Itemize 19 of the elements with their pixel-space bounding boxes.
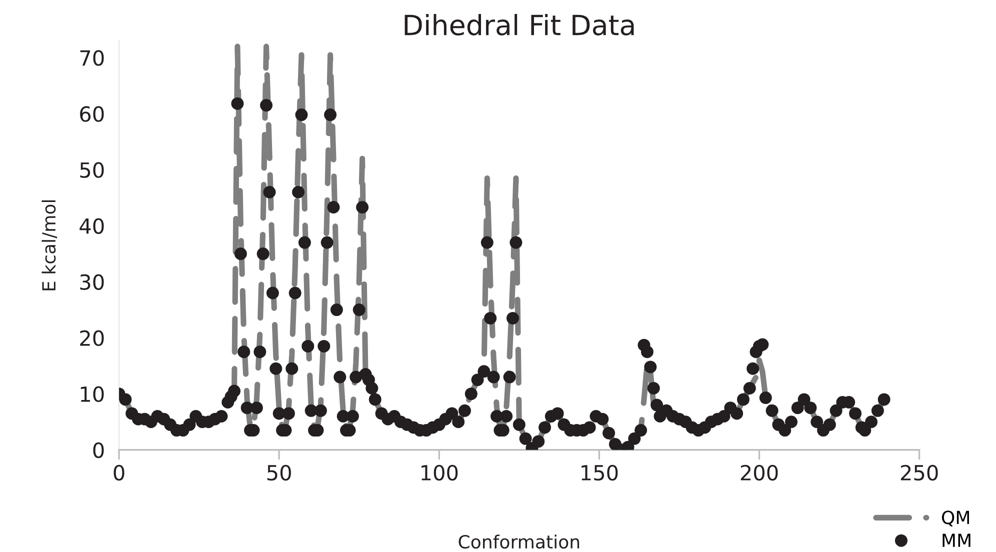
y-tick-label: 20 [80,330,104,346]
legend-label: QM [942,510,969,526]
y-axis-title: E kcal/mol [42,200,58,290]
x-tick-label: 100 [422,464,458,481]
x-tick-label: 0 [114,464,124,481]
y-tick-label: 0 [93,442,104,458]
chart-title: Dihedral Fit Data [404,14,634,36]
x-tick-label: 50 [267,464,291,481]
y-tick-label: 60 [80,106,104,122]
x-tick-label: 150 [582,464,618,481]
y-tick-label: 30 [80,274,104,290]
y-tick-label: 70 [80,50,104,66]
y-tick-label: 10 [80,386,104,402]
y-tick-label: 40 [80,218,104,234]
x-axis-title: Conformation [458,534,580,549]
legend-label: MM [942,534,970,547]
x-tick-label: 250 [900,464,938,481]
x-tick-label: 200 [740,464,778,481]
y-tick-label: 50 [80,162,104,178]
